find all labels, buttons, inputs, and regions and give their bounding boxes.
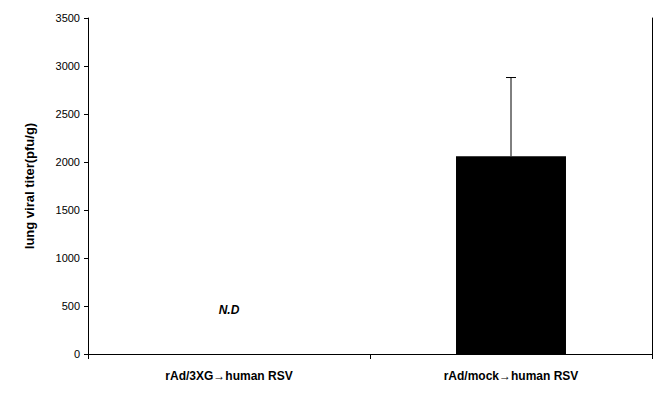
svg-text:rAd/mock→human RSV: rAd/mock→human RSV: [444, 369, 579, 383]
svg-text:lung viral titer(pfu/g): lung viral titer(pfu/g): [22, 123, 37, 249]
svg-text:1500: 1500: [56, 204, 80, 216]
svg-text:1000: 1000: [56, 252, 80, 264]
svg-text:500: 500: [62, 300, 80, 312]
svg-text:3000: 3000: [56, 60, 80, 72]
svg-text:2500: 2500: [56, 108, 80, 120]
svg-text:2000: 2000: [56, 156, 80, 168]
svg-text:N.D: N.D: [219, 303, 240, 317]
svg-text:rAd/3XG→human RSV: rAd/3XG→human RSV: [165, 369, 292, 383]
svg-text:3500: 3500: [56, 12, 80, 24]
svg-text:0: 0: [74, 348, 80, 360]
